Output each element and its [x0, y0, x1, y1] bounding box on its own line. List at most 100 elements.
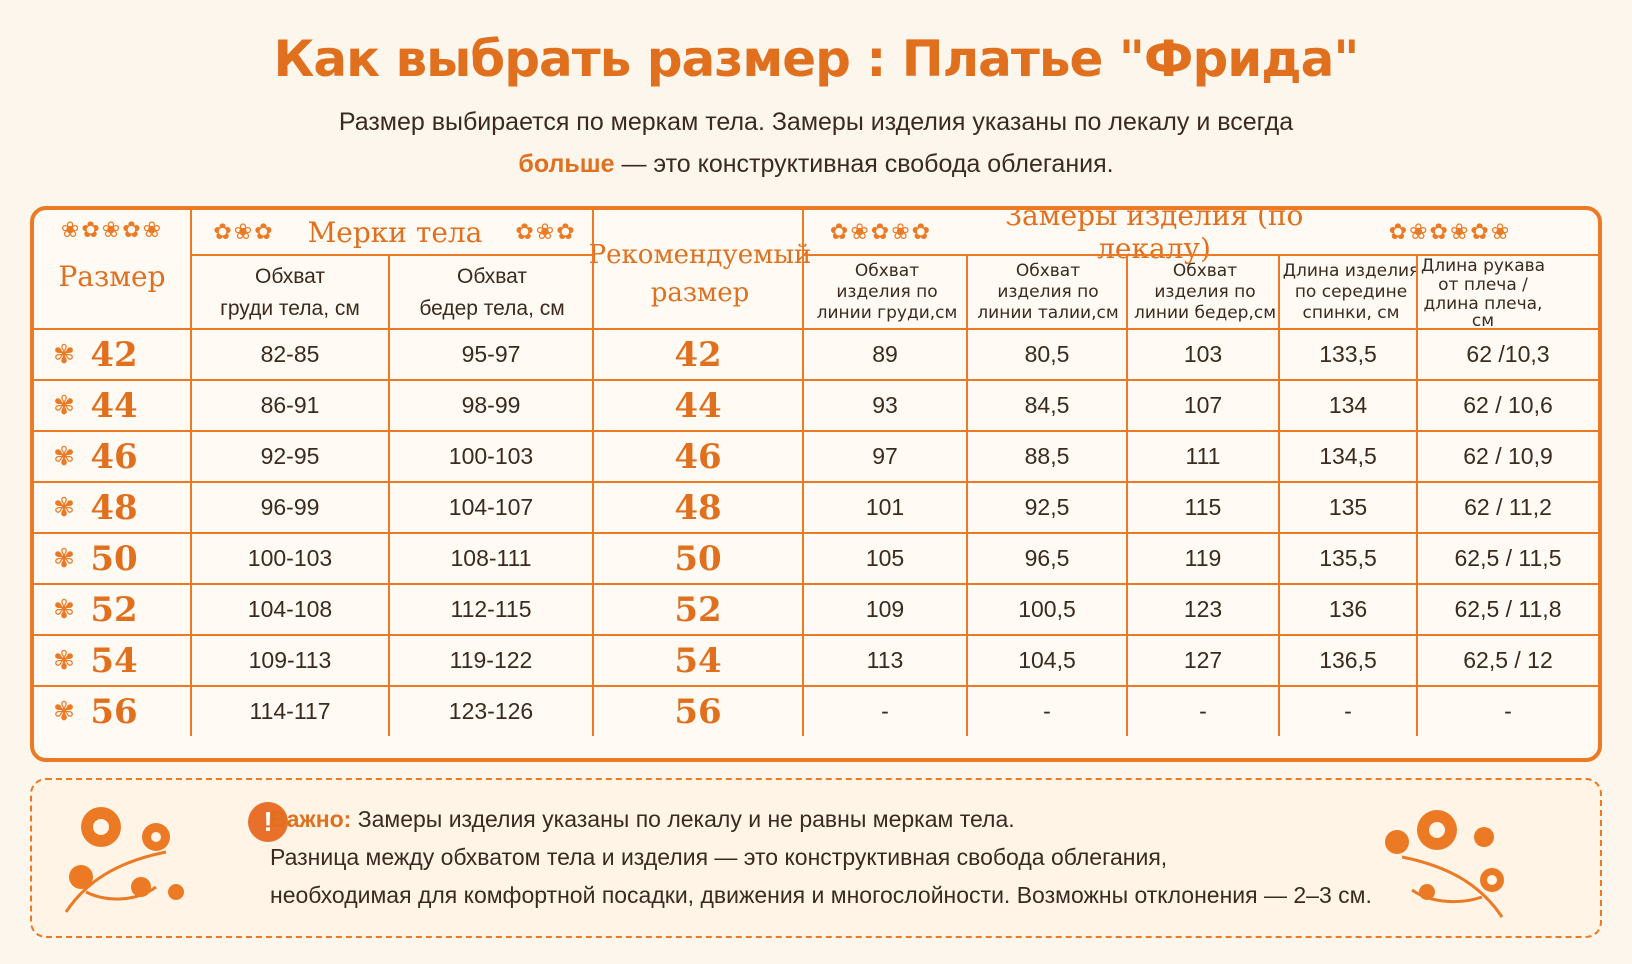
important-note: ! Важно: Замеры изделия указаны по лекал… — [30, 778, 1602, 938]
flower-ornament-left-icon — [64, 807, 184, 913]
ornament-icon: ✿❀✿ — [515, 219, 577, 244]
cell-p-waist: 92,5 — [1024, 494, 1070, 520]
note-line-1-text: Замеры изделия указаны по лекалу и не ра… — [351, 806, 1015, 832]
header-body-chest-l1: Обхват — [255, 265, 325, 288]
cell-p-hips: 103 — [1183, 341, 1223, 367]
grid-line — [802, 254, 1598, 256]
flower-ornament-right-icon — [1385, 810, 1504, 918]
cell-rec: 56 — [674, 691, 722, 732]
cell-p-sleeve: 62 / 10,6 — [1463, 392, 1553, 418]
cell-chest: 96-99 — [260, 494, 320, 520]
cell-p-hips: 111 — [1185, 443, 1221, 469]
grid-line — [388, 256, 390, 736]
header-product-length-l2: по середине — [1294, 281, 1408, 302]
header-product-sleeve-l4: см — [1471, 311, 1495, 330]
header-product-chest: Обхват изделия по линии груди,см — [806, 256, 968, 328]
header-recommended-l1: Рекомендуемый — [588, 240, 812, 270]
cell-p-waist: 96,5 — [1024, 545, 1070, 571]
ornament-icon: ✿❀✿ — [213, 219, 275, 244]
cell-chest: 82-85 — [260, 341, 320, 367]
cell-p-sleeve: 62 / 11,2 — [1464, 494, 1552, 520]
cell-chest: 92-95 — [260, 443, 320, 469]
subtitle-line-2: больше — это конструктивная свобода обле… — [0, 150, 1632, 179]
cell-p-hips: 119 — [1184, 545, 1222, 571]
row-size: 52 — [90, 589, 138, 630]
cell-chest: 104-108 — [247, 596, 333, 622]
row-size: 46 — [90, 436, 138, 477]
row-size: 50 — [90, 538, 138, 579]
note-line-1: Важно: Замеры изделия указаны по лекалу … — [270, 806, 1015, 833]
cell-hips: 95-97 — [461, 341, 521, 367]
cell-rec: 54 — [674, 640, 722, 681]
cell-p-len: 136 — [1328, 596, 1368, 622]
flower-icon: ✾ — [53, 390, 75, 420]
header-product-chest-l1: Обхват — [854, 260, 920, 281]
ornament-icon: ✿❀✿❀✿❀ — [1388, 219, 1512, 244]
header-product-length: Длина изделия по середине спинки, см — [1282, 256, 1420, 328]
cell-p-waist: 84,5 — [1024, 392, 1070, 418]
flower-icon: ✾ — [53, 696, 75, 726]
cell-hips: 123-126 — [448, 698, 534, 724]
cell-hips: 104-107 — [448, 494, 534, 520]
row-size: 42 — [90, 334, 138, 375]
cell-rec: 52 — [674, 589, 722, 630]
grid-line — [34, 481, 1598, 483]
grid-line — [34, 634, 1598, 636]
header-body-chest: Обхват груди тела, см — [192, 258, 388, 328]
cell-hips: 108-111 — [450, 545, 532, 571]
header-body-chest-l2: груди тела, см — [220, 297, 360, 320]
exclamation-icon: ! — [248, 802, 288, 842]
cell-p-chest: - — [881, 698, 889, 724]
header-product-length-l3: спинки, см — [1302, 302, 1400, 323]
flower-icon: ✾ — [53, 441, 75, 471]
note-label: Важно: — [270, 806, 352, 832]
header-product-sleeve-l2: от плеча / — [1438, 275, 1528, 295]
header-product-hips-l1: Обхват — [1172, 260, 1238, 281]
cell-p-hips: 115 — [1184, 494, 1222, 520]
cell-hips: 119-122 — [449, 647, 533, 673]
cell-p-chest: 101 — [865, 494, 905, 520]
cell-p-chest: 89 — [872, 341, 898, 367]
grid-line — [34, 328, 1598, 330]
cell-p-chest: 113 — [866, 647, 904, 673]
cell-p-chest: 105 — [865, 545, 905, 571]
cell-p-sleeve: 62,5 / 12 — [1463, 647, 1553, 673]
cell-rec: 44 — [674, 385, 722, 426]
cell-p-hips: 127 — [1183, 647, 1223, 673]
cell-p-sleeve: 62,5 / 11,8 — [1454, 596, 1562, 622]
header-product-sleeve-l3: длина плеча, — [1423, 294, 1543, 314]
header-product-waist-l2: изделия по — [997, 281, 1099, 302]
cell-rec: 42 — [674, 334, 722, 375]
header-size: Размер — [58, 259, 166, 293]
cell-chest: 114-117 — [249, 698, 331, 724]
header-product-chest-l3: линии груди,см — [816, 302, 958, 323]
cell-p-len: 135,5 — [1319, 545, 1377, 571]
grid-line — [1416, 256, 1418, 736]
header-body-hips-l2: бедер тела, см — [419, 297, 565, 320]
header-product-length-l1: Длина изделия — [1282, 260, 1420, 281]
subtitle-line-1: Размер выбирается по меркам тела. Замеры… — [338, 108, 1294, 136]
flower-icon: ✾ — [53, 543, 75, 573]
header-product-hips: Обхват изделия по линии бедер,см — [1128, 256, 1282, 328]
row-size: 48 — [90, 487, 138, 528]
cell-rec: 48 — [674, 487, 722, 528]
grid-line — [966, 256, 968, 736]
header-product-hips-l3: линии бедер,см — [1133, 302, 1277, 323]
cell-p-chest: 109 — [865, 596, 905, 622]
cell-p-waist: 104,5 — [1018, 647, 1076, 673]
cell-hips: 112-115 — [450, 596, 532, 622]
cell-chest: 100-103 — [247, 545, 333, 571]
ornament-icon: ❀✿❀✿❀ — [60, 217, 164, 242]
cell-p-len: 133,5 — [1319, 341, 1377, 367]
grid-line — [34, 532, 1598, 534]
grid-line — [34, 583, 1598, 585]
row-size: 56 — [90, 691, 138, 732]
ornament-icon: ✿❀✿❀✿ — [829, 219, 933, 244]
cell-p-sleeve: - — [1504, 698, 1512, 724]
grid-line — [190, 210, 192, 736]
header-recommended-l2: размер — [650, 278, 750, 308]
row-size: 54 — [90, 640, 138, 681]
cell-hips: 100-103 — [448, 443, 534, 469]
flower-icon: ✾ — [53, 339, 75, 369]
row-size: 44 — [90, 385, 138, 426]
